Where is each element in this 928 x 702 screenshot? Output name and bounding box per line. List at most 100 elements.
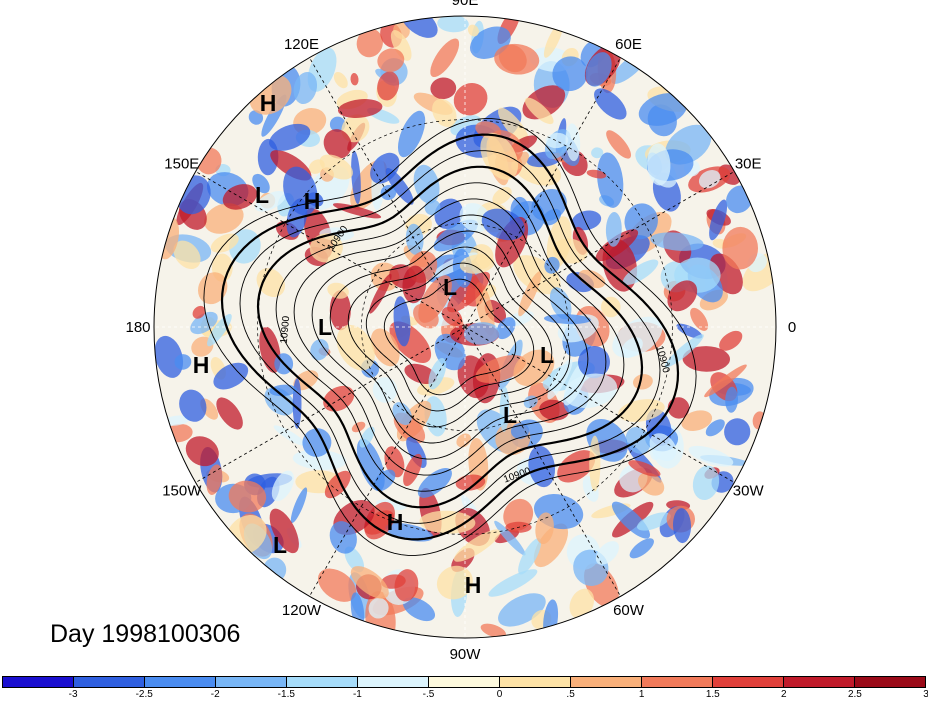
anomaly-patch (327, 282, 349, 299)
high-pressure-marker: H (304, 188, 321, 214)
anomaly-patch (248, 110, 264, 125)
anomaly-patch (524, 97, 554, 125)
anomaly-patch (430, 38, 460, 78)
anomaly-patch (290, 487, 308, 523)
colorbar-tick-label: -2.5 (135, 689, 153, 700)
anomaly-patch (417, 467, 452, 498)
anomaly-patch (698, 170, 721, 189)
anomaly-patch (595, 541, 620, 565)
anomaly-patch (228, 480, 267, 513)
anomaly-patch (724, 418, 751, 446)
anomaly-patch (455, 474, 486, 491)
anomaly-patch (480, 623, 506, 638)
anomaly-patch (173, 240, 201, 270)
anomaly-patch (370, 328, 400, 367)
anomaly-patch (380, 184, 397, 201)
anomaly-patch (404, 363, 437, 385)
anomaly-patch (453, 529, 501, 562)
anomaly-patch (359, 426, 375, 448)
anomaly-patch (292, 378, 302, 429)
longitude-label-90e: 90E (452, 0, 479, 9)
height-contours (203, 118, 697, 556)
longitude-label-90w: 90W (450, 646, 482, 663)
anomaly-patch (216, 397, 243, 430)
height-contour (220, 133, 680, 541)
height-contour (311, 214, 589, 460)
high-pressure-marker: H (465, 572, 482, 598)
colorbar-swatch (74, 677, 145, 687)
anomaly-patch (179, 389, 207, 422)
anomaly-patch (632, 374, 653, 390)
anomaly-patch (430, 77, 457, 100)
anomaly-patch (273, 425, 306, 446)
high-pressure-marker: H (387, 509, 404, 535)
anomaly-patch (704, 364, 747, 398)
anomaly-patch (302, 428, 332, 457)
anomaly-patch (585, 52, 612, 87)
height-contour (203, 118, 697, 556)
anomaly-patch (510, 423, 530, 439)
anomaly-patch (622, 259, 659, 286)
colorbar-tick-label: -1.5 (277, 689, 295, 700)
height-contour (347, 246, 553, 428)
anomaly-patch (571, 210, 602, 231)
height-contour (365, 262, 535, 412)
anomaly-patch (549, 287, 572, 320)
anomaly-patch (667, 280, 698, 312)
longitude-label-120w: 120W (282, 602, 322, 619)
anomaly-patch (351, 150, 361, 205)
anomaly-patch (690, 307, 709, 331)
anomaly-patch (518, 271, 542, 317)
anomaly-patch (390, 29, 412, 61)
anomaly-patch (492, 186, 512, 205)
anomaly-patch (569, 588, 595, 619)
high-pressure-marker: H (193, 352, 210, 378)
colorbar-swatch (784, 677, 855, 687)
anomaly-patch (338, 99, 383, 118)
high-pressure-marker: H (260, 90, 277, 116)
anomaly-patch (204, 203, 244, 234)
anomaly-patch (499, 386, 510, 432)
colorbar-tick-label: 0 (496, 689, 503, 700)
graticule (154, 16, 776, 638)
colorbar-tick-label: 1.5 (705, 689, 720, 700)
anomaly-patch (356, 28, 383, 58)
longitude-label-150e: 150E (164, 156, 199, 173)
anomaly-patch (192, 305, 206, 319)
anomaly-patch (709, 199, 728, 241)
colorbar-swatch (571, 677, 642, 687)
anomaly-field (154, 16, 776, 638)
anomaly-patch (459, 254, 495, 274)
anomaly-patch (397, 110, 426, 158)
colorbar-swatch (855, 677, 925, 687)
anomaly-patch (319, 154, 353, 180)
anomaly-patch (498, 107, 530, 145)
anomaly-patch (638, 93, 688, 126)
height-contour (329, 230, 571, 444)
colorbar-tick-label: 1 (638, 689, 645, 700)
meridian-line (195, 326, 466, 483)
colorbar-swatch (358, 677, 429, 687)
anomaly-patch (393, 296, 411, 347)
height-contour (293, 198, 607, 476)
height-contour (275, 182, 625, 492)
anomaly-patch (564, 373, 618, 409)
height-contour (383, 278, 517, 396)
anomaly-patch (494, 43, 540, 75)
longitude-label-120e: 120E (284, 36, 319, 53)
colorbar-tick-label: -3 (68, 689, 78, 700)
anomaly-patch (437, 16, 469, 33)
anomaly-patch (413, 303, 439, 329)
longitude-labels: 90E 60E 30E 0 30W 60W 90W 120W 150W 180 150E 120E (125, 0, 796, 663)
anomaly-patch (682, 346, 730, 372)
anomaly-patch (350, 566, 389, 599)
low-pressure-marker: L (540, 342, 554, 368)
colorbar-swatch (145, 677, 216, 687)
anomaly-patch (496, 317, 516, 340)
anomaly-patch (595, 229, 639, 262)
anomaly-patch (518, 538, 542, 575)
meridian-line (309, 57, 466, 328)
anomaly-patch (650, 232, 704, 251)
anomaly-patch (647, 143, 671, 186)
anomaly-patch (488, 569, 538, 597)
